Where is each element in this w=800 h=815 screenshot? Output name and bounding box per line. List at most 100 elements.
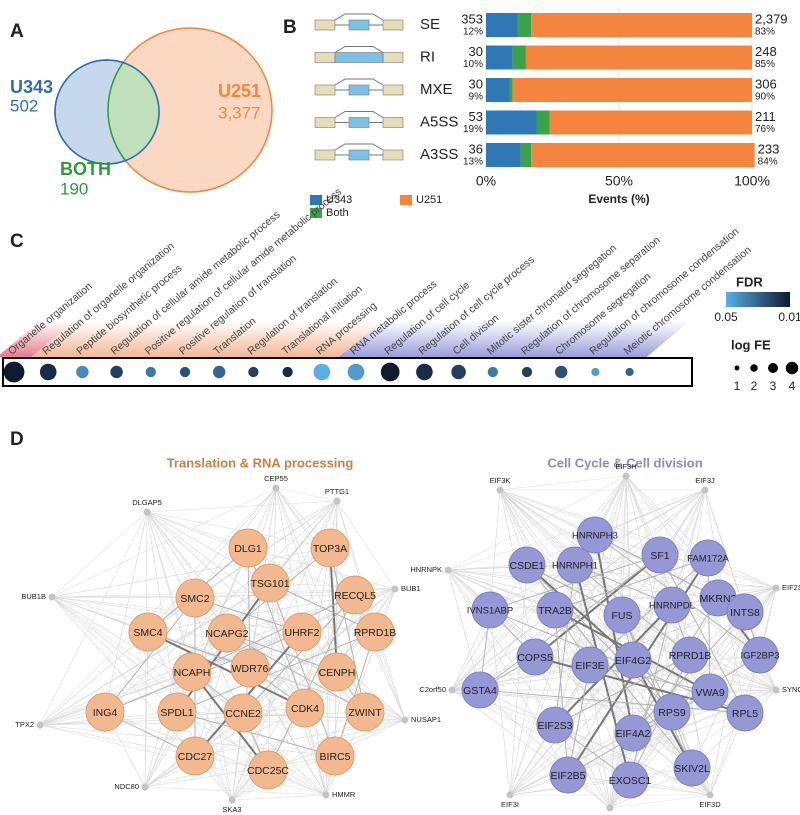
edge [144, 755, 336, 788]
hub-label: RPL5 [732, 708, 758, 720]
legend-tick: 0.01 [778, 310, 800, 324]
legend-title: log FE [731, 337, 771, 352]
term-dot [347, 363, 365, 381]
icon-exon [314, 117, 336, 128]
peripheral-node [772, 686, 780, 694]
edge [147, 487, 277, 633]
edge [231, 794, 327, 801]
term-dot [39, 363, 57, 381]
count-label: 353 [461, 11, 483, 26]
edge [194, 631, 303, 757]
hub-label: VWA9 [695, 687, 725, 699]
hub-node [250, 563, 290, 603]
bar-segment [512, 78, 752, 102]
edge [447, 569, 746, 613]
legend-label: U251 [416, 194, 442, 206]
term-dot [248, 366, 259, 378]
bar-segment [486, 110, 537, 135]
edge [39, 582, 271, 726]
hub-label: EIF2S3 [537, 720, 572, 732]
peripheral-label: EIF2S2 [782, 583, 800, 592]
icon-alt-exon [334, 52, 384, 63]
edge [51, 596, 406, 721]
panel-label: A [10, 21, 24, 42]
peripheral-label: DLGAP5 [132, 498, 162, 507]
hub-node [175, 736, 215, 776]
x-tick-label: 0% [476, 173, 496, 189]
hub-label: TRA2B [538, 605, 572, 617]
edge [146, 511, 331, 549]
hub-node [689, 539, 727, 577]
hub-label: ING4 [93, 707, 118, 719]
icon-alt-exon [348, 84, 370, 96]
edge [509, 767, 693, 796]
edge [526, 564, 634, 661]
hub-label: TSG101 [250, 578, 289, 590]
peripheral-node [701, 486, 709, 494]
peripheral-node [622, 472, 630, 480]
bar-segment [512, 45, 526, 70]
term-dot [487, 366, 498, 378]
icon-exon [314, 52, 336, 63]
peripheral-node [143, 508, 151, 516]
edge [447, 569, 556, 726]
edge [534, 554, 661, 658]
hub-label: FUS [612, 610, 633, 622]
edge [479, 689, 611, 809]
edge [479, 475, 627, 691]
edge [146, 500, 338, 513]
edge [447, 554, 661, 571]
peripheral-label: EIF3H [615, 462, 636, 471]
edge [589, 557, 709, 666]
edge [479, 554, 661, 691]
edge [451, 689, 711, 796]
legend-label: Both [326, 207, 349, 219]
peripheral-node [141, 783, 149, 791]
peripheral-label: EIF3I [501, 800, 519, 809]
hub-node [603, 596, 641, 634]
peripheral-node [444, 566, 452, 574]
edge [499, 489, 711, 796]
hub-node [549, 756, 587, 794]
edge [39, 667, 251, 726]
term-band [167, 321, 246, 357]
hub-node [536, 591, 574, 629]
edge [709, 611, 746, 796]
term-band [509, 321, 588, 357]
hub-node [653, 586, 691, 624]
edge [451, 475, 627, 691]
hub-node [175, 578, 215, 618]
edge [499, 489, 777, 691]
bar-segment [531, 143, 755, 167]
edge [554, 564, 576, 726]
panel-label: B [283, 17, 297, 38]
peripheral-label: BUB1B [21, 592, 46, 601]
edge [242, 588, 396, 714]
hub-node [85, 692, 125, 732]
edge [51, 487, 277, 598]
edge [144, 707, 306, 788]
edge [499, 489, 591, 666]
term-dot [591, 367, 600, 377]
category-label: SE [420, 16, 440, 33]
icon-exon [314, 84, 336, 96]
peripheral-label: NDC80 [114, 782, 139, 791]
term-band [0, 321, 75, 357]
hub-node [335, 575, 375, 615]
term-dot [179, 366, 191, 378]
term-band [270, 321, 348, 357]
hub-node [556, 546, 594, 584]
percent-label: 90% [755, 92, 775, 103]
x-tick-label: 50% [605, 173, 633, 189]
edge [226, 632, 366, 713]
hub-label: CDK4 [291, 703, 319, 715]
set-value: 502 [10, 96, 38, 115]
peripheral-node [401, 716, 409, 724]
hub-node [207, 613, 247, 653]
edge [447, 569, 711, 693]
edge [176, 631, 376, 713]
term-dot [521, 366, 533, 378]
peripheral-label: HNRNPK [410, 565, 442, 574]
hub-node [691, 673, 729, 711]
